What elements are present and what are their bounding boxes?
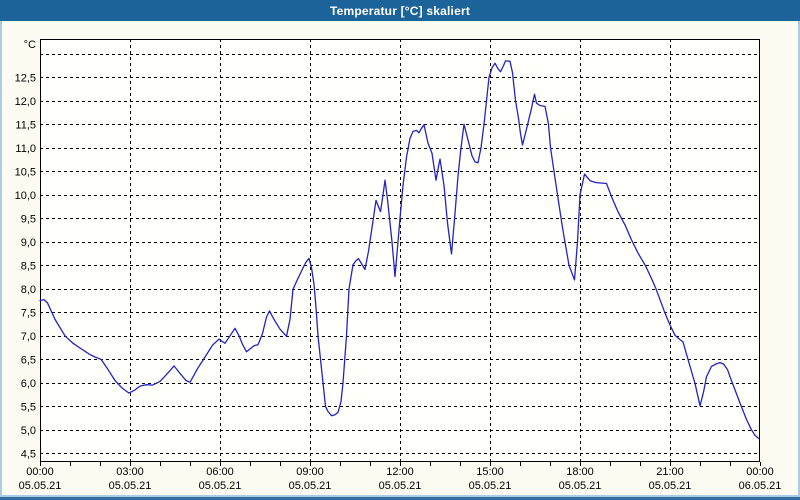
y-axis-label: 5,5 — [21, 401, 36, 413]
temperature-line — [39, 60, 760, 440]
y-axis-label: 11,5 — [15, 119, 36, 131]
y-axis-label: 7,5 — [21, 307, 36, 319]
x-axis-time-label: 00:00 — [26, 466, 54, 478]
y-axis-label: 8,5 — [21, 260, 36, 272]
y-axis-label: 7,0 — [21, 331, 36, 343]
y-axis-label: 6,0 — [21, 378, 36, 390]
x-axis-time-label: 06:00 — [206, 466, 234, 478]
window-frame-bottom-light — [0, 495, 800, 497]
title-bar[interactable]: Temperatur [°C] skaliert — [0, 0, 800, 21]
x-axis-time-label: 18:00 — [566, 466, 594, 478]
x-axis-time-label: 12:00 — [386, 466, 414, 478]
x-axis-time-label: 21:00 — [656, 466, 684, 478]
y-axis-label: 12,5 — [15, 72, 36, 84]
x-axis-date-label: 05.05.21 — [199, 480, 242, 492]
x-axis-date-label: 05.05.21 — [289, 480, 332, 492]
x-axis-date-label: 05.05.21 — [19, 480, 62, 492]
chart-panel: 12,5 12,0 11,5 11,0 10,5 10,0 9,5 9,0 8,5 8,0 7,5 7… — [0, 21, 800, 500]
y-axis-label: 6,5 — [21, 354, 36, 366]
y-axis-label: 4,5 — [21, 448, 36, 460]
y-axis-label: 9,0 — [21, 237, 36, 249]
x-axis-time-label: 03:00 — [116, 466, 144, 478]
x-axis-date-label: 06.05.21 — [739, 480, 782, 492]
x-axis-date-label: 05.05.21 — [559, 480, 602, 492]
window-frame-left — [0, 21, 2, 500]
x-axis-time-label: 00:00 — [746, 466, 774, 478]
x-axis-time-label: 15:00 — [476, 466, 504, 478]
y-axis-label: 5,0 — [21, 425, 36, 437]
x-axis-date-label: 05.05.21 — [109, 480, 152, 492]
window-frame-bottom — [0, 497, 800, 500]
y-axis-label: 12,0 — [15, 96, 36, 108]
y-axis-label: 8,0 — [21, 284, 36, 296]
y-axis-label: 11,0 — [15, 143, 36, 155]
x-axis-time-label: 09:00 — [296, 466, 324, 478]
window-title: Temperatur [°C] skaliert — [329, 3, 471, 18]
x-axis-date-label: 05.05.21 — [379, 480, 422, 492]
y-axis-label: 10,0 — [15, 190, 36, 202]
plot-border — [40, 39, 760, 462]
x-axis-date-label: 05.05.21 — [469, 480, 512, 492]
temperature-chart: 12,5 12,0 11,5 11,0 10,5 10,0 9,5 9,0 8,5 8,0 7,5 7… — [0, 21, 800, 500]
y-axis-unit-label: °C — [24, 39, 36, 51]
y-axis-label: 9,5 — [21, 213, 36, 225]
y-axis-label: 10,5 — [15, 166, 36, 178]
window-frame-right — [798, 21, 800, 500]
x-axis-date-label: 05.05.21 — [649, 480, 692, 492]
